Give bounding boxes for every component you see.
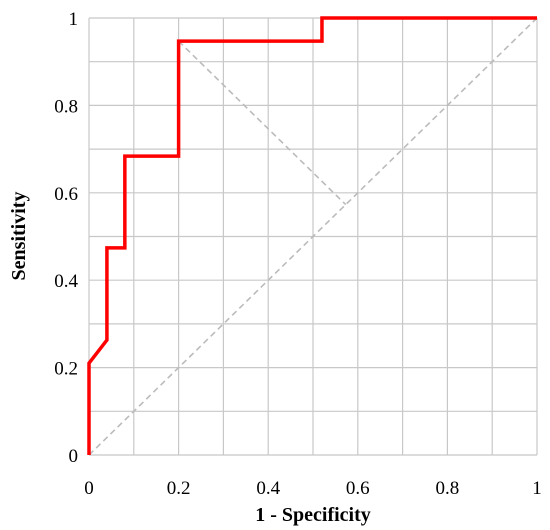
roc-curve (87, 16, 537, 455)
reference-line (178, 40, 347, 206)
x-tick-label: 1 (532, 478, 542, 499)
y-tick-label: 0.4 (54, 271, 78, 292)
x-tick-label: 0.8 (436, 478, 460, 499)
x-tick-labels: 0 0.2 0.4 0.6 0.8 1 (84, 478, 542, 499)
series-layer (87, 16, 538, 456)
reference-line (88, 17, 538, 456)
x-tick-label: 0.6 (346, 478, 370, 499)
y-tick-labels: 0 0.2 0.4 0.6 0.8 1 (54, 9, 78, 467)
x-axis-title: 1 - Specificity (255, 504, 371, 526)
y-axis-title: Sensitivity (8, 192, 30, 281)
y-tick-label: 0.8 (54, 96, 78, 117)
x-tick-label: 0.4 (256, 478, 280, 499)
y-tick-label: 0.6 (54, 184, 78, 205)
y-tick-label: 1 (69, 9, 79, 30)
y-tick-label: 0.2 (54, 359, 78, 380)
y-tick-label: 0 (69, 446, 79, 467)
x-tick-label: 0 (84, 478, 94, 499)
x-tick-label: 0.2 (167, 478, 191, 499)
